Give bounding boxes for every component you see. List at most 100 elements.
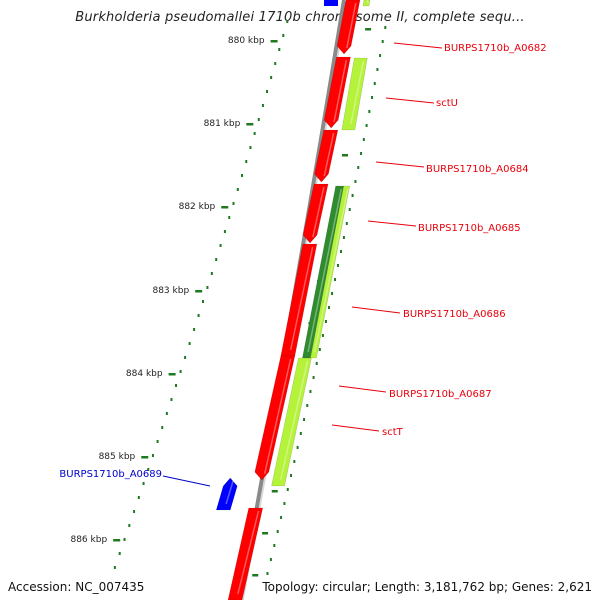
gene-block-burps1710b-a0685[interactable] [302, 183, 329, 244]
gene-block-burps1710b-a0689[interactable] [215, 477, 238, 511]
gc-dot [215, 258, 218, 261]
gene-block-sctu[interactable] [341, 57, 368, 131]
gc-dot [133, 510, 136, 513]
gc-dot [241, 174, 244, 177]
feature-label[interactable]: BURPS1710b_A0685 [418, 223, 521, 234]
gc-dot [373, 82, 376, 85]
ruler-minor-tick [341, 154, 348, 157]
ruler-tick-label: 881 kbp [204, 119, 241, 129]
gc-dot [351, 194, 354, 197]
gc-dot [175, 384, 178, 387]
ruler-tick-label: 880 kbp [228, 36, 265, 46]
gc-dot [342, 236, 345, 239]
gc-dot [197, 314, 200, 317]
gene-block-burps1710b-a0687[interactable] [254, 355, 296, 481]
gene-block-top-blue[interactable] [324, 0, 338, 6]
gc-dot [318, 348, 321, 351]
feature-label[interactable]: BURPS1710b_A0682 [444, 43, 547, 54]
gc-dot [156, 440, 159, 443]
feature-label[interactable]: sctU [436, 98, 458, 109]
gene-block-burps1710b-a0684[interactable] [314, 129, 339, 183]
gene-block-sctt[interactable] [271, 357, 312, 487]
gc-dot [151, 454, 154, 457]
feature-label[interactable]: BURPS1710b_A0684 [426, 164, 529, 175]
gene-block-next[interactable] [227, 507, 264, 600]
gc-dot [266, 90, 269, 93]
gc-dot [312, 376, 315, 379]
gc-dot [368, 110, 371, 113]
gc-dot [339, 250, 342, 253]
gc-dot [245, 160, 248, 163]
gc-dot [280, 516, 283, 519]
label-leader-line [162, 475, 211, 487]
ruler-tick-label: 882 kbp [179, 202, 216, 212]
gc-content-dots [109, 20, 387, 589]
gc-dot [299, 432, 302, 435]
gene-block-burps1710b-a0685-shade [312, 186, 325, 238]
feature-label[interactable]: sctT [382, 427, 404, 438]
gene-block-burps1710b-a0685-rev[interactable] [310, 185, 351, 359]
gene-block-burps1710b-a0682-shade [346, 2, 357, 49]
gc-dot [165, 412, 168, 415]
ruler-tick [141, 456, 149, 459]
gc-dot [371, 96, 374, 99]
gc-dot [379, 54, 382, 57]
ruler-minor-tick [262, 532, 269, 535]
gc-dot [206, 286, 209, 289]
gc-dot [261, 104, 264, 107]
ruler-tick-label: 886 kbp [70, 535, 107, 545]
ruler-tick-label: 884 kbp [126, 369, 163, 379]
gc-dot [161, 426, 164, 429]
label-leader-line [367, 220, 417, 227]
gc-dot [232, 202, 235, 205]
gc-dot [290, 474, 293, 477]
gc-dot [278, 48, 281, 51]
gc-dot [147, 468, 150, 471]
gene-block-burps1710b-a0685-rev-shade [313, 188, 349, 353]
ruler-minor-tick [271, 490, 278, 493]
gc-dot [270, 76, 273, 79]
ruler-tick [168, 373, 176, 376]
gc-dot [123, 538, 126, 541]
gc-dot [354, 180, 357, 183]
gc-dot [257, 118, 260, 121]
gc-dot [274, 62, 277, 65]
gc-dot [236, 188, 239, 191]
ruler-minor-tick [365, 28, 372, 31]
feature-label[interactable]: BURPS1710b_A0689 [59, 469, 162, 480]
gene-block-burps1710b-a0684-shade [323, 132, 335, 177]
feature-label[interactable]: BURPS1710b_A0686 [403, 309, 506, 320]
gc-dot [210, 272, 213, 275]
gc-dot [253, 132, 256, 135]
gene-block-skew-shade [307, 188, 343, 353]
gc-dot [296, 446, 299, 449]
gene-block-top-lime[interactable] [362, 0, 371, 7]
feature-label[interactable]: BURPS1710b_A0687 [389, 389, 492, 400]
gc-dot [306, 404, 309, 407]
gene-track [215, 0, 371, 600]
gc-dot [384, 26, 387, 29]
gc-dot [118, 552, 121, 555]
gc-dot [269, 558, 272, 561]
gene-block-sctu-forward[interactable] [323, 56, 351, 129]
ruler-tick-label: 885 kbp [99, 452, 136, 462]
gene-block-next-shade [237, 510, 260, 595]
gc-dot [283, 502, 286, 505]
gc-dot [293, 460, 296, 463]
gc-dot [219, 244, 222, 247]
label-leader-line [393, 42, 443, 49]
ruler-tick [221, 206, 229, 209]
gc-dot [193, 328, 196, 331]
gc-dot [337, 264, 340, 267]
gene-block-burps1710b-a0682[interactable] [336, 0, 361, 55]
summary-text: Topology: circular; Length: 3,181,762 bp… [262, 580, 592, 594]
ruler-minor-tick [252, 574, 259, 577]
ruler-tick-label: 883 kbp [152, 286, 189, 296]
gc-dot [137, 496, 140, 499]
gc-dot [276, 530, 279, 533]
gc-dot [334, 278, 337, 281]
label-leader-line [338, 385, 387, 393]
gc-dot [273, 544, 276, 547]
label-leader-line [375, 161, 425, 168]
